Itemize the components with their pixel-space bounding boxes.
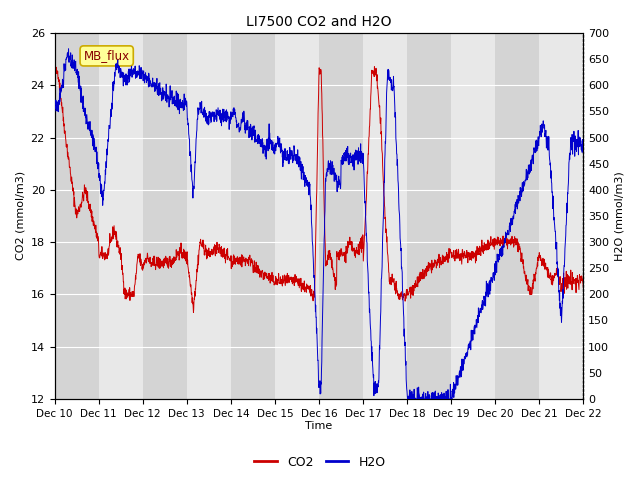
Y-axis label: H2O (mmol/m3): H2O (mmol/m3) — [615, 171, 625, 261]
Text: MB_flux: MB_flux — [84, 49, 130, 62]
X-axis label: Time: Time — [305, 421, 333, 432]
Bar — [54, 33, 99, 399]
Bar — [319, 33, 363, 399]
Bar — [231, 33, 275, 399]
Bar — [143, 33, 187, 399]
Y-axis label: CO2 (mmol/m3): CO2 (mmol/m3) — [15, 171, 25, 261]
Title: LI7500 CO2 and H2O: LI7500 CO2 and H2O — [246, 15, 392, 29]
Bar — [407, 33, 451, 399]
Legend: CO2, H2O: CO2, H2O — [250, 451, 390, 474]
Bar — [495, 33, 540, 399]
